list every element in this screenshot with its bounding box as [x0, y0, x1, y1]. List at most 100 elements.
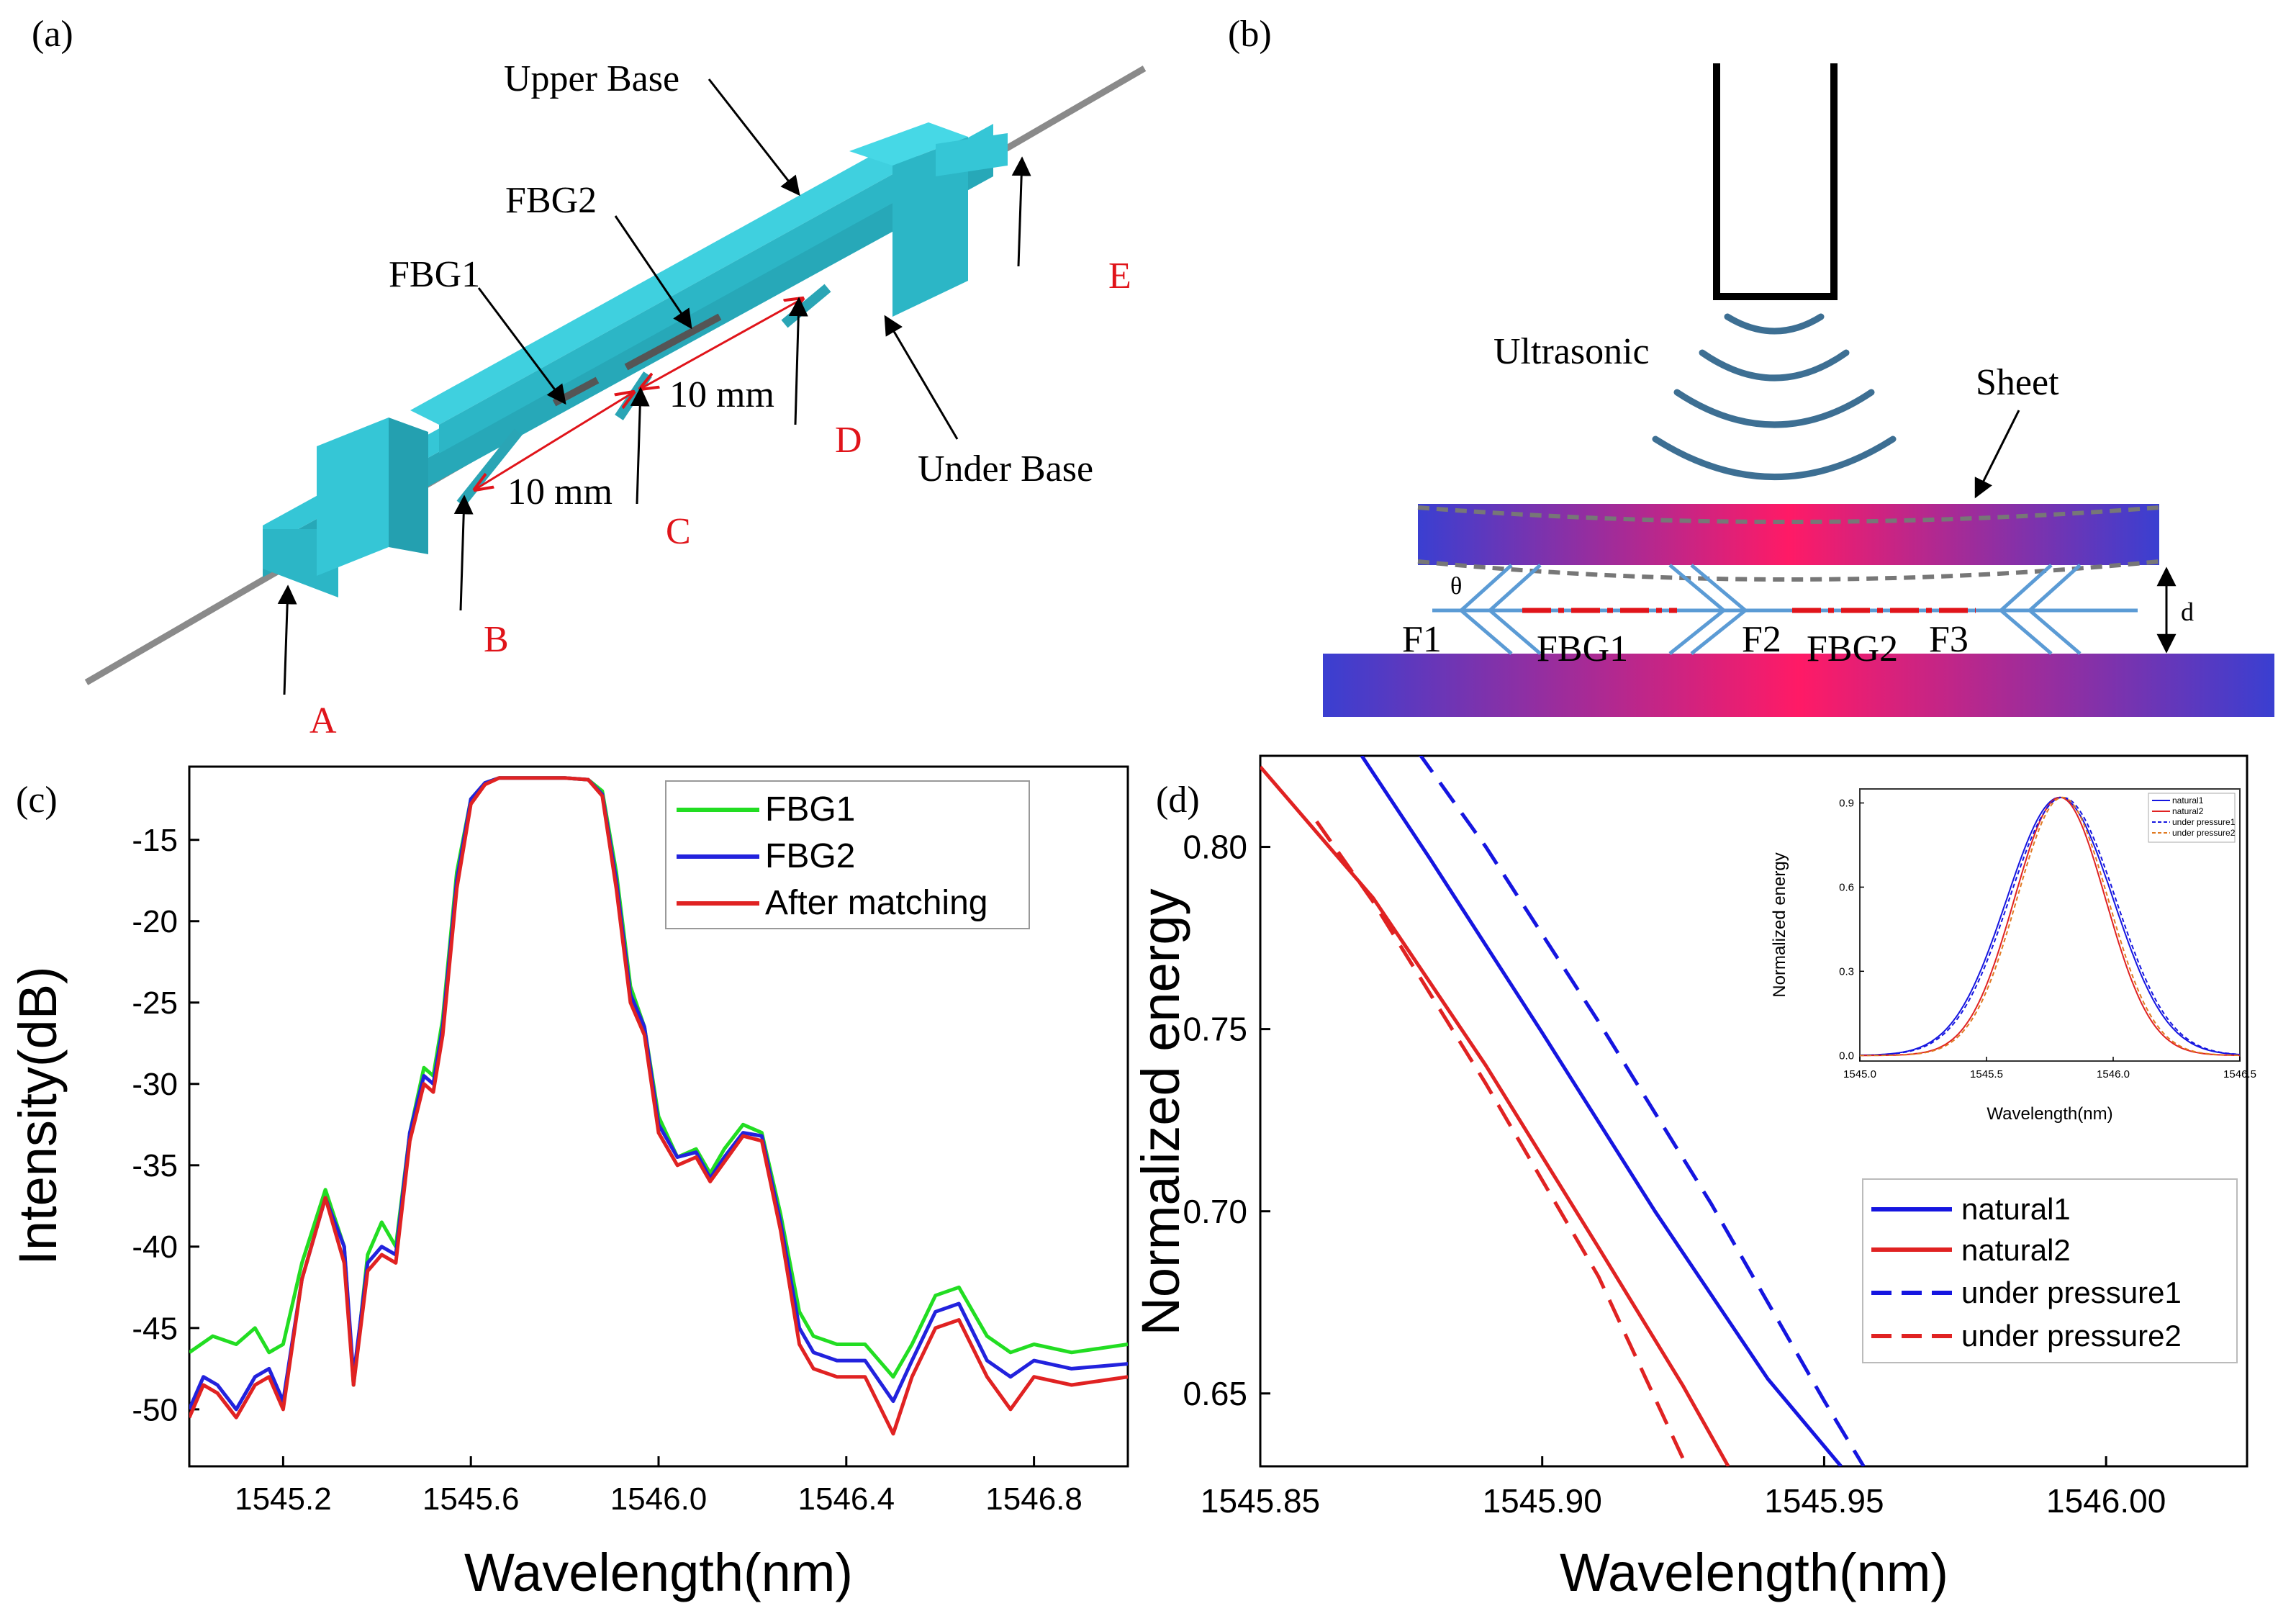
point-a-label: A	[309, 700, 337, 741]
legend-label-natural2: natural2	[1961, 1233, 2071, 1267]
inset-legend-label-under-pressure1: under pressure1	[2172, 817, 2236, 827]
y-tick-label: 0.0	[1839, 1050, 1854, 1062]
legend-label-under-pressure2: under pressure2	[1961, 1319, 2182, 1353]
series-natural2	[1860, 796, 2240, 1057]
chart-c-series	[189, 776, 1128, 1436]
x-tick-label: 1546.5	[2223, 1068, 2256, 1080]
y-tick-label: 0.70	[1183, 1193, 1247, 1230]
y-tick-label: 0.6	[1839, 882, 1854, 894]
x-tick-label: 1545.90	[1483, 1482, 1602, 1520]
left-clamp-block	[317, 418, 389, 576]
ultrasonic-waves	[1652, 313, 1897, 480]
sheet-label: Sheet	[1976, 362, 2059, 403]
inset-ylabel: Normalized energy	[1770, 852, 1789, 997]
point-a-pointer	[277, 585, 297, 695]
y-tick-label: -15	[132, 823, 178, 858]
dimension-arrow-1	[475, 392, 633, 489]
angle-label: θ	[1450, 573, 1462, 600]
upper-base-label: Upper Base	[504, 58, 679, 99]
fiber-supports	[1458, 564, 2082, 655]
chart-c-axes: 1545.2 1545.6 1546.0 1546.4 1546.8 -15 -20 -25 -…	[132, 823, 1082, 1517]
right-clamp-top	[849, 122, 968, 166]
panel-b: (b) Ultrasonic Sheet d θ F1	[1228, 14, 2274, 717]
point-c-pointer	[630, 387, 650, 505]
panel-a: (a)	[32, 14, 1147, 741]
series-natural1	[1860, 796, 2240, 1056]
y-tick-label: -50	[132, 1392, 178, 1427]
ultrasonic-label: Ultrasonic	[1493, 331, 1650, 372]
legend-label-natural1: natural1	[1961, 1192, 2071, 1226]
point-b-label: B	[484, 619, 509, 660]
left-clamp-side	[389, 418, 428, 554]
right-end-block	[936, 133, 1008, 176]
inset-legend-box	[2148, 793, 2236, 843]
x-tick-label: 1546.0	[610, 1481, 708, 1517]
y-tick-label: -30	[132, 1067, 178, 1102]
dimension-label-lower: 10 mm	[507, 471, 613, 513]
panel-d-label: (d)	[1156, 780, 1200, 821]
x-tick-label: 1545.2	[235, 1481, 332, 1517]
inset-axes: 1545.0 1545.5 1546.0 1546.5 0.0 0.3 0.6 0.9	[1839, 798, 2256, 1080]
x-tick-label: 1545.5	[1970, 1068, 2003, 1080]
y-tick-label: -20	[132, 904, 178, 939]
fbg1-label: FBG1	[389, 254, 480, 295]
inset-legend-label-under-pressure2: under pressure2	[2172, 828, 2236, 838]
point-e-label: E	[1108, 256, 1131, 297]
gap-label: d	[2181, 597, 2194, 626]
point-b-pointer	[453, 495, 474, 611]
y-tick-label: -45	[132, 1311, 178, 1346]
y-tick-label: 0.80	[1183, 829, 1247, 866]
right-clamp-front	[892, 137, 968, 317]
series-under-pressure1	[1860, 796, 2240, 1056]
upper-base-pointer	[708, 78, 800, 197]
dimension-label-upper: 10 mm	[669, 374, 774, 415]
point-d-pointer	[788, 297, 808, 425]
inset-xlabel: Wavelength(nm)	[1987, 1104, 2112, 1124]
legend-label-fbg2: FBG2	[765, 837, 855, 875]
series-after-matching	[189, 776, 1128, 1436]
y-tick-label: 0.65	[1183, 1375, 1247, 1412]
series-under-pressure1	[1418, 756, 1866, 1466]
x-tick-label: 1545.6	[422, 1481, 520, 1517]
point-c-label: C	[666, 511, 691, 552]
ultrasonic-transducer	[1713, 63, 1838, 300]
fbg2-label: FBG2	[505, 180, 597, 221]
inset-legend-label-natural1: natural1	[2172, 795, 2204, 806]
chart-c-legend: FBG1 FBG2 After matching	[665, 780, 1030, 929]
panel-c-label: (c)	[16, 780, 58, 821]
upper-sheet	[1418, 504, 2159, 565]
y-tick-label: 0.3	[1839, 966, 1854, 978]
point-d-label: D	[835, 420, 862, 461]
sheet-pointer	[1974, 410, 2020, 499]
inset-legend-label-natural2: natural2	[2172, 806, 2204, 816]
y-tick-label: -25	[132, 985, 178, 1021]
series-under-pressure2	[1315, 820, 1685, 1460]
inset-legend: natural1 natural2 under pressure1 under …	[2148, 793, 2236, 843]
chart-c-ylabel: Intensity(dB)	[8, 966, 68, 1265]
chart-d-axes: 1545.85 1545.90 1545.95 1546.00 0.80 0.75 0.70…	[1183, 829, 2166, 1520]
series-natural2	[1260, 765, 1730, 1466]
fbg2-label-b: FBG2	[1807, 628, 1898, 669]
panel-a-label: (a)	[32, 14, 73, 55]
x-tick-label: 1546.0	[2097, 1068, 2130, 1080]
panel-c: (c) 1545.2 1545.6 1546.0 1546.4 1546.8 -15 -20…	[8, 765, 1129, 1602]
chart-d-xlabel: Wavelength(nm)	[1560, 1543, 1948, 1602]
f3-label: F3	[1929, 619, 1969, 660]
panel-d: (d) 1545.85 1545.90 1545.95 1546.00 0.80 0.75…	[1131, 754, 2256, 1602]
fbg1-label-b: FBG1	[1537, 628, 1628, 669]
under-base-label: Under Base	[918, 448, 1093, 489]
point-e-pointer	[1011, 156, 1031, 267]
fbg2-pointer	[614, 215, 692, 330]
under-base-pointer	[884, 315, 959, 440]
x-tick-label: 1545.0	[1843, 1068, 1876, 1080]
f2-label: F2	[1742, 619, 1781, 660]
chart-d-legend: natural1 natural2 under pressure1 under …	[1862, 1178, 2238, 1363]
series-natural1	[1360, 756, 1843, 1466]
y-tick-label: -35	[132, 1148, 178, 1183]
chart-d-ylabel: Normalized energy	[1131, 888, 1190, 1335]
legend-label-fbg1: FBG1	[765, 790, 855, 829]
dimension-arrow-2	[641, 299, 803, 389]
x-tick-label: 1546.8	[985, 1481, 1083, 1517]
x-tick-label: 1545.95	[1764, 1482, 1884, 1520]
